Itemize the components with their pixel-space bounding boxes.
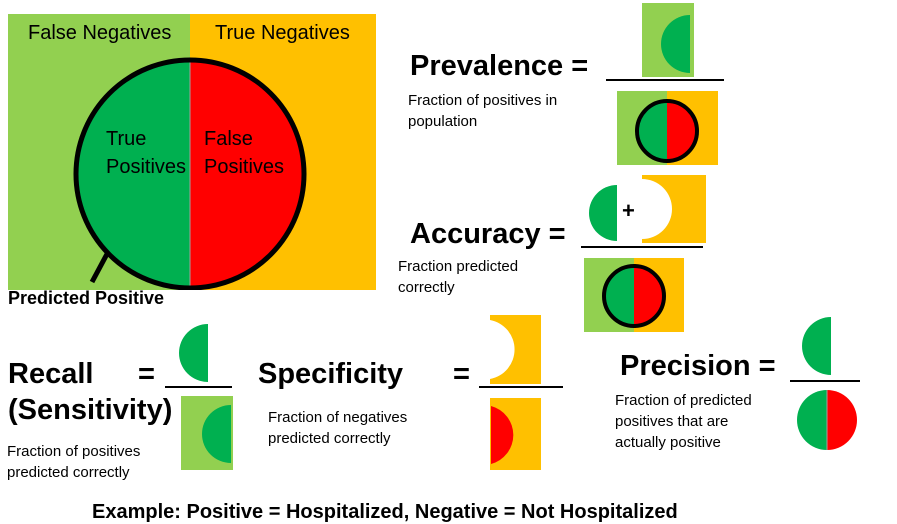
true-positives-label-2: Positives [106,156,187,178]
precision-desc-line1: Fraction of predicted [615,392,752,409]
recall-description: Fraction of positives predicted correctl… [7,441,140,483]
precision-desc-line3: actually positive [615,434,721,451]
recall-denominator-icon [181,396,233,470]
recall-fraction-bar [165,386,232,388]
predicted-positive-label: Predicted Positive [8,288,165,308]
confusion-venn [8,14,376,291]
accuracy-true-positive-icon [589,185,617,241]
precision-description: Fraction of predicted positives that are… [615,390,752,453]
prevalence-desc-line1: Fraction of positives in [408,92,558,109]
prevalence-denominator-icon [617,91,718,165]
specificity-equals: = [453,358,470,390]
recall-title: Recall [8,358,94,390]
specificity-fraction-bar [479,386,563,388]
recall-numerator-icon [179,324,208,382]
precision-denominator-icon [797,390,857,450]
specificity-desc-line1: Fraction of negatives [268,409,408,426]
venn-graphic [8,14,376,291]
accuracy-desc-line1: Fraction predicted [398,258,519,275]
specificity-denominator-icon [490,398,541,470]
specificity-description: Fraction of negatives predicted correctl… [268,407,407,449]
recall-desc-line2: predicted correctly [7,464,130,481]
prevalence-description: Fraction of positives in population [408,90,557,132]
prevalence-title: Prevalence = [410,50,589,82]
true-negatives-label: True Negatives [215,22,350,44]
accuracy-plus: + [622,198,635,223]
precision-fraction-bar [790,380,860,382]
accuracy-description: Fraction predicted correctly [398,256,518,298]
recall-desc-line1: Fraction of positives [7,443,141,460]
accuracy-fraction-bar [581,246,703,248]
specificity-desc-line2: predicted correctly [268,430,391,447]
prevalence-desc-line2: population [408,113,478,130]
accuracy-denominator-icon [584,258,684,332]
recall-equals: = [138,358,155,390]
accuracy-title: Accuracy = [410,218,566,250]
magnifier-handle [89,252,110,284]
example-footer: Example: Positive = Hospitalized, Negati… [92,501,678,523]
accuracy-true-negative-icon [642,175,706,243]
false-negatives-label: False Negatives [28,22,172,44]
precision-desc-line2: positives that are [615,413,729,430]
recall-subtitle: (Sensitivity) [8,394,173,426]
specificity-numerator-icon [490,315,541,384]
specificity-title: Specificity [258,358,404,390]
true-positives-label-1: True [106,128,147,150]
false-positives-label-1: False [204,128,253,150]
false-positives-label-2: Positives [204,156,285,178]
predicted-positive-circle [73,57,307,291]
accuracy-desc-line2: correctly [398,279,455,296]
precision-title: Precision = [620,350,776,382]
prevalence-numerator-icon [642,3,694,77]
precision-numerator-icon [802,317,831,375]
prevalence-fraction-bar [606,79,724,81]
